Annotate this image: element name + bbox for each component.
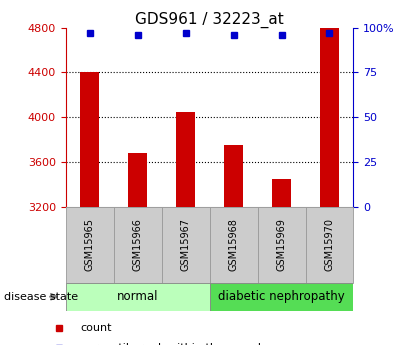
Text: count: count (80, 323, 112, 333)
Text: GSM15968: GSM15968 (229, 218, 238, 272)
Bar (66, 283, 210, 310)
Bar (210, 283, 353, 310)
Bar (224, 145, 243, 207)
Text: normal: normal (117, 290, 158, 303)
Text: diabetic nephropathy: diabetic nephropathy (218, 290, 345, 303)
Bar (305, 207, 353, 283)
Text: GSM15967: GSM15967 (181, 218, 191, 272)
Bar (272, 179, 291, 207)
Text: GSM15965: GSM15965 (85, 218, 95, 272)
Text: GSM15970: GSM15970 (325, 218, 335, 272)
Bar (320, 28, 339, 207)
Bar (258, 207, 305, 283)
Bar (210, 207, 258, 283)
Title: GDS961 / 32223_at: GDS961 / 32223_at (135, 11, 284, 28)
Bar (128, 153, 147, 207)
Bar (80, 72, 99, 207)
Bar (114, 207, 162, 283)
Text: GSM15969: GSM15969 (277, 218, 286, 272)
Bar (66, 207, 114, 283)
Bar (176, 112, 195, 207)
Text: GSM15966: GSM15966 (133, 218, 143, 272)
Text: percentile rank within the sample: percentile rank within the sample (80, 344, 268, 345)
Bar (162, 207, 210, 283)
Text: disease state: disease state (4, 292, 78, 302)
